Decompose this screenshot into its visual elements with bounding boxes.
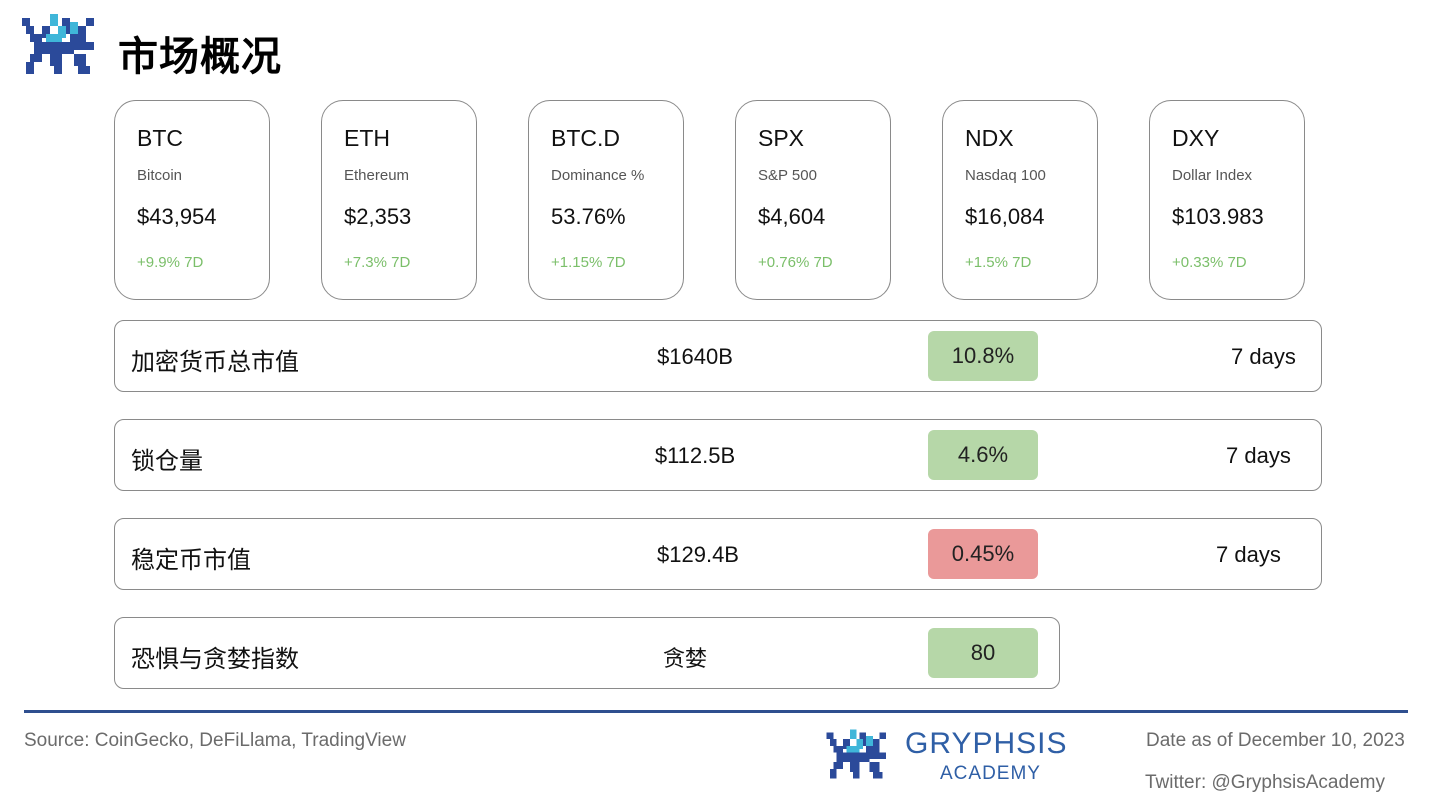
card-symbol: BTC xyxy=(137,125,183,151)
metric-label: 稳定币市值 xyxy=(131,546,251,574)
metric-row-fear-greed: 恐惧与贪婪指数 贪婪 80 xyxy=(114,617,1060,689)
metric-value: 贪婪 xyxy=(662,646,707,671)
card-symbol: NDX xyxy=(965,125,1014,151)
metric-period: 7 days xyxy=(1226,443,1291,468)
metric-value: $1640B xyxy=(657,344,733,369)
ticker-card-eth: ETH Ethereum $2,353 +7.3% 7D xyxy=(321,100,477,300)
ticker-card-ndx: NDX Nasdaq 100 $16,084 +1.5% 7D xyxy=(942,100,1098,300)
metric-value: $112.5B xyxy=(654,443,736,468)
card-name: S&P 500 xyxy=(758,167,817,184)
metric-label: 锁仓量 xyxy=(131,447,203,475)
ticker-card-spx: SPX S&P 500 $4,604 +0.76% 7D xyxy=(735,100,891,300)
footer-date: Date as of December 10, 2023 xyxy=(1146,730,1405,751)
metric-change-badge: 4.6% xyxy=(928,430,1038,480)
brand-name: GRYPHSIS xyxy=(905,727,1068,760)
card-name: Ethereum xyxy=(344,167,410,184)
brand-subtitle: ACADEMY xyxy=(940,763,1041,784)
metric-period: 7 days xyxy=(1216,542,1281,567)
card-change: +1.5% 7D xyxy=(965,254,1032,271)
metric-label: 恐惧与贪婪指数 xyxy=(131,645,299,673)
footer-divider xyxy=(24,710,1408,713)
card-name: Nasdaq 100 xyxy=(965,167,1046,184)
metric-value: $129.4B xyxy=(657,542,739,567)
card-change: +7.3% 7D xyxy=(344,254,411,271)
card-name: Dollar Index xyxy=(1172,167,1253,184)
card-change: +1.15% 7D xyxy=(551,254,626,271)
gryphsis-brand-logo-icon xyxy=(826,729,886,779)
metric-change-badge: 0.45% xyxy=(928,529,1038,579)
ticker-card-btc-d: BTC.D Dominance % 53.76% +1.15% 7D xyxy=(528,100,684,300)
ticker-card-dxy: DXY Dollar Index $103.983 +0.33% 7D xyxy=(1149,100,1305,300)
ticker-card-btc: BTC Bitcoin $43,954 +9.9% 7D xyxy=(114,100,270,300)
footer-twitter: Twitter: @GryphsisAcademy xyxy=(1145,772,1385,793)
metric-change-badge: 10.8% xyxy=(928,331,1038,381)
card-name: Bitcoin xyxy=(137,167,183,184)
card-price: $4,604 xyxy=(758,204,826,229)
card-change: +0.76% 7D xyxy=(758,254,833,271)
card-price: $103.983 xyxy=(1172,204,1264,229)
card-price: 53.76% xyxy=(551,204,626,229)
card-price: $2,353 xyxy=(344,204,412,229)
metric-change-badge: 80 xyxy=(928,628,1038,678)
metric-row-stablecoin-cap: 稳定币市值 $129.4B 0.45% 7 days xyxy=(114,518,1322,590)
footer-source: Source: CoinGecko, DeFiLlama, TradingVie… xyxy=(24,730,406,751)
metric-label: 加密货币总市值 xyxy=(131,348,299,376)
card-price: $43,954 xyxy=(137,204,217,229)
metric-period: 7 days xyxy=(1231,344,1296,369)
card-name: Dominance % xyxy=(551,167,645,184)
card-change: +9.9% 7D xyxy=(137,254,204,271)
card-price: $16,084 xyxy=(965,204,1045,229)
card-symbol: SPX xyxy=(758,125,805,151)
page-title: 市场概况 xyxy=(118,34,282,80)
card-symbol: BTC.D xyxy=(551,125,620,151)
card-symbol: DXY xyxy=(1172,125,1220,151)
card-change: +0.33% 7D xyxy=(1172,254,1247,271)
gryphon-logo-icon xyxy=(22,14,94,74)
metric-row-tvl: 锁仓量 $112.5B 4.6% 7 days xyxy=(114,419,1322,491)
metric-row-total-market-cap: 加密货币总市值 $1640B 10.8% 7 days xyxy=(114,320,1322,392)
card-symbol: ETH xyxy=(344,125,390,151)
